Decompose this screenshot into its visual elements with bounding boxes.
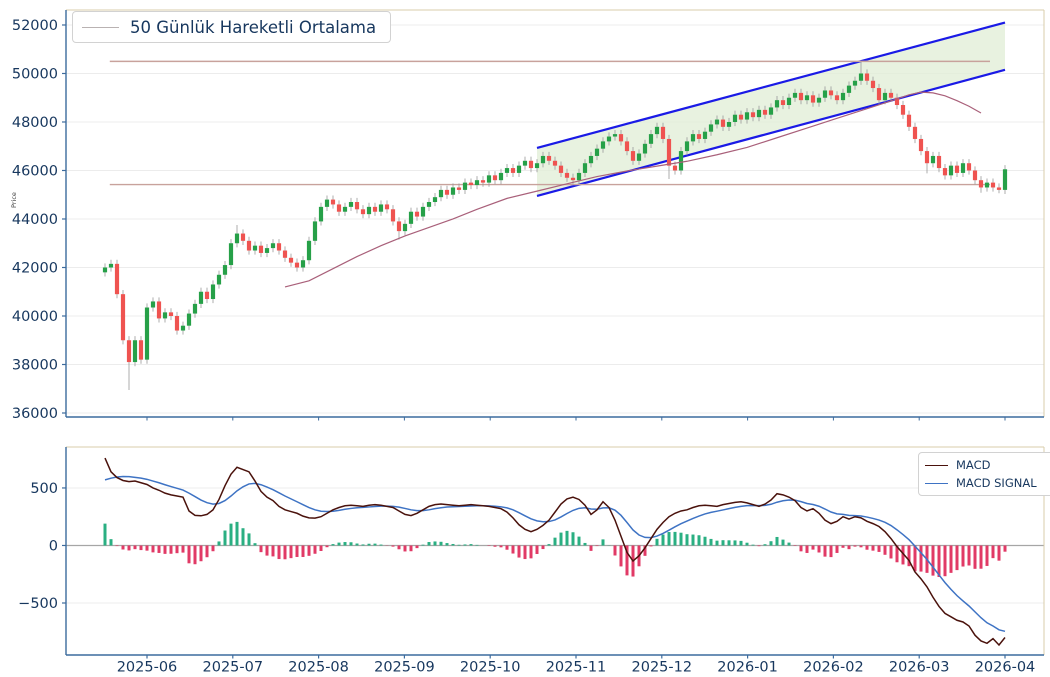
svg-text:500: 500 bbox=[30, 481, 58, 497]
macd-legend: MACD MACD SIGNAL bbox=[918, 452, 1050, 496]
svg-text:52000: 52000 bbox=[12, 18, 58, 34]
svg-text:40000: 40000 bbox=[12, 309, 58, 325]
svg-text:0: 0 bbox=[49, 538, 58, 554]
svg-text:46000: 46000 bbox=[12, 163, 58, 179]
svg-text:2026-02: 2026-02 bbox=[803, 660, 864, 676]
macd-signal-line-sample bbox=[925, 482, 948, 484]
svg-text:2026-03: 2026-03 bbox=[889, 660, 950, 676]
svg-text:2025-12: 2025-12 bbox=[632, 660, 693, 676]
price-panel: 36000 38000 40000 42000 44000 46000 48000 50000… bbox=[12, 9, 1045, 422]
svg-text:2025-07: 2025-07 bbox=[203, 660, 264, 676]
ma50-legend: 50 Günlük Hareketli Ortalama bbox=[72, 11, 392, 43]
ma50-legend-line-sample bbox=[82, 26, 119, 28]
price-axis-label: Price bbox=[10, 192, 18, 208]
macd-panel: 500 0 −500 bbox=[18, 446, 1045, 656]
macd-signal-legend-label: MACD SIGNAL bbox=[956, 476, 1037, 490]
svg-text:36000: 36000 bbox=[12, 406, 58, 422]
svg-text:2025-06: 2025-06 bbox=[117, 660, 178, 676]
svg-text:42000: 42000 bbox=[12, 260, 58, 276]
svg-text:38000: 38000 bbox=[12, 357, 58, 373]
svg-text:50000: 50000 bbox=[12, 66, 58, 82]
x-axis: 2025-06 2025-07 2025-08 2025-09 2025-10 2025-… bbox=[117, 655, 1036, 676]
svg-text:2025-08: 2025-08 bbox=[288, 660, 349, 676]
svg-text:−500: −500 bbox=[18, 596, 58, 612]
svg-text:2026-01: 2026-01 bbox=[717, 660, 778, 676]
svg-text:48000: 48000 bbox=[12, 115, 58, 131]
svg-text:44000: 44000 bbox=[12, 212, 58, 228]
macd-legend-row: MACD bbox=[925, 458, 990, 472]
ma50-legend-label: 50 Günlük Hareketli Ortalama bbox=[130, 17, 377, 37]
svg-text:2026-04: 2026-04 bbox=[975, 660, 1036, 676]
svg-text:2025-10: 2025-10 bbox=[460, 660, 521, 676]
macd-signal-legend-row: MACD SIGNAL bbox=[925, 476, 1037, 490]
svg-text:2025-11: 2025-11 bbox=[546, 660, 607, 676]
macd-line-sample bbox=[925, 464, 948, 466]
macd-legend-label: MACD bbox=[956, 458, 991, 472]
svg-text:2025-09: 2025-09 bbox=[374, 660, 435, 676]
